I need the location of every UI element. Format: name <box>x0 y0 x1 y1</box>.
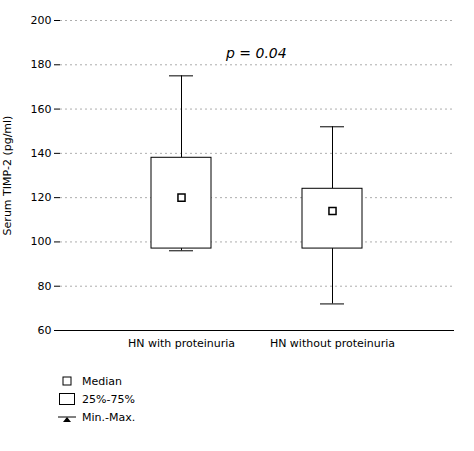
svg-text:60: 60 <box>38 324 52 337</box>
svg-text:HN without proteinuria: HN without proteinuria <box>270 337 395 350</box>
html-text:Median: Median <box>82 374 122 388</box>
svg-text:160: 160 <box>31 103 52 116</box>
svg-text:80: 80 <box>38 280 52 293</box>
svg-text:100: 100 <box>31 235 52 248</box>
svg-text:p = 0.04: p = 0.04 <box>225 45 287 61</box>
svg-text:140: 140 <box>31 147 52 160</box>
svg-text:200: 200 <box>31 14 52 27</box>
svg-text:180: 180 <box>31 58 52 71</box>
svg-text:Serum TIMP-2 (pg/ml): Serum TIMP-2 (pg/ml) <box>1 116 14 236</box>
svg-text:HN with proteinuria: HN with proteinuria <box>128 337 235 350</box>
html-text:Min.-Max.: Min.-Max. <box>82 410 136 424</box>
svg-text:120: 120 <box>31 191 52 204</box>
html-text:25%-75%: 25%-75% <box>82 392 135 406</box>
